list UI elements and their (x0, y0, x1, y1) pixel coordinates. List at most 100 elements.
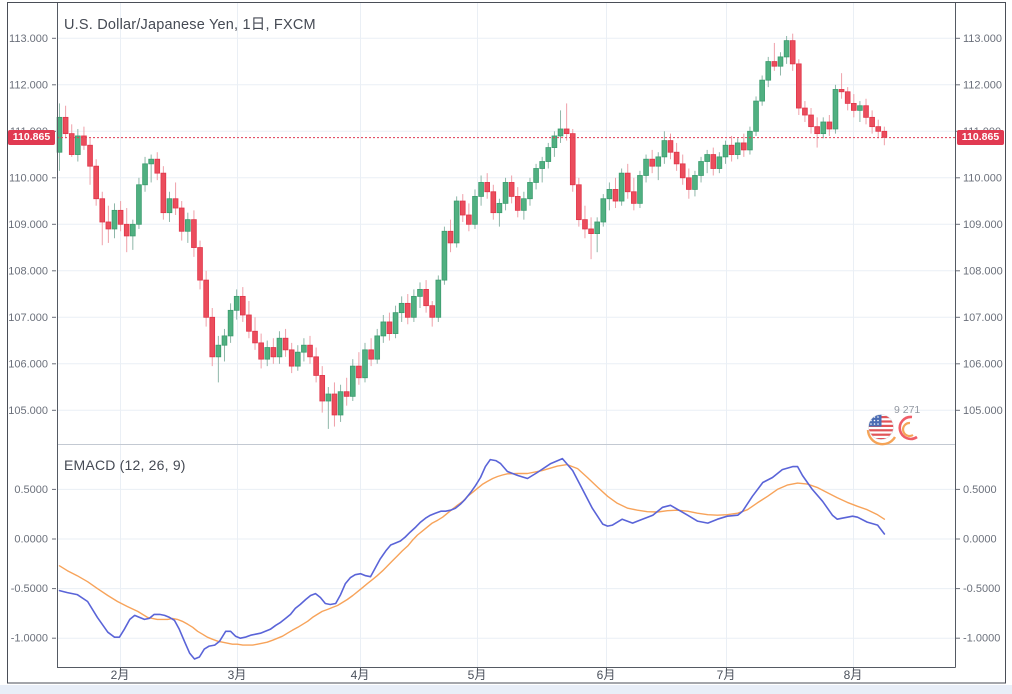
svg-text:107.000: 107.000 (8, 312, 48, 324)
candle-down (826, 121, 833, 130)
candle-up (716, 156, 723, 169)
candle-down (490, 191, 497, 214)
svg-text:3月: 3月 (228, 668, 247, 682)
candle-up (185, 219, 191, 232)
candle-down (679, 163, 686, 179)
candle-up (294, 351, 301, 367)
candle-up (392, 312, 399, 334)
candle-up (221, 335, 228, 346)
candle-down (81, 135, 87, 146)
candle-up (594, 221, 600, 235)
symbol-legend[interactable]: U.S. Dollar/Japanese Yen, 1日, FXCM (64, 17, 316, 33)
price-axis-right[interactable]: 113.000112.000111.000110.000109.000108.0… (956, 33, 1003, 645)
candle-up (417, 288, 423, 297)
signal-line (58, 463, 886, 646)
svg-text:108.000: 108.000 (963, 265, 1003, 277)
candle-down (331, 393, 338, 416)
candle-down (588, 228, 594, 234)
candle-down (447, 230, 454, 244)
candle-down (87, 144, 93, 167)
candle-down (423, 288, 429, 307)
axis-borders (57, 3, 956, 668)
candle-down (246, 314, 252, 332)
candle-down (62, 116, 69, 135)
svg-text:110.000: 110.000 (963, 172, 1002, 184)
candle-up (753, 100, 759, 132)
svg-text:112.000: 112.000 (9, 79, 48, 91)
usdjpy-flags-icon (866, 414, 918, 446)
candlestick-series[interactable] (56, 33, 888, 429)
candle-up (502, 182, 509, 204)
candle-down (123, 223, 130, 237)
candle-up (655, 156, 662, 167)
candle-up (618, 172, 625, 202)
candle-up (215, 344, 222, 358)
time-axis[interactable]: 2月 3月 4月 5月 6月 7月 8月 (111, 667, 863, 683)
svg-text:110.000: 110.000 (9, 172, 48, 184)
candle-down (771, 61, 778, 67)
candle-down (68, 133, 75, 155)
candle-down (459, 200, 466, 216)
candle-down (710, 154, 717, 169)
candle-down (197, 247, 203, 281)
candle-down (282, 337, 289, 351)
candle-down (844, 91, 851, 104)
candle-down (368, 349, 374, 360)
candle-up (398, 302, 405, 314)
svg-text:113.000: 113.000 (9, 33, 48, 45)
candle-down (288, 349, 295, 367)
candle-down (356, 365, 362, 379)
candle-up (698, 161, 704, 176)
candle-up (832, 89, 839, 130)
candle-down (789, 40, 796, 65)
candle-down (624, 172, 631, 193)
svg-text:4月: 4月 (351, 668, 370, 682)
candle-up (435, 279, 442, 318)
svg-text:113.000: 113.000 (963, 33, 1002, 45)
svg-text:7月: 7月 (717, 668, 736, 682)
candle-up (857, 105, 863, 111)
candle-down (160, 172, 167, 214)
svg-text:109.000: 109.000 (8, 219, 48, 231)
svg-text:-1.0000: -1.0000 (11, 633, 48, 645)
candle-up (521, 198, 527, 211)
widget-frame (7, 2, 1006, 684)
candle-down (631, 191, 637, 204)
candle-down (649, 158, 655, 167)
svg-text:6月: 6月 (597, 668, 616, 682)
candle-up (606, 189, 613, 200)
candle-down (514, 195, 521, 211)
svg-text:0.0000: 0.0000 (963, 534, 997, 546)
candle-down (612, 189, 619, 202)
svg-text:107.000: 107.000 (963, 312, 1003, 324)
svg-text:-0.5000: -0.5000 (963, 583, 1000, 595)
candle-down (203, 279, 209, 318)
candle-up (142, 163, 148, 186)
candle-down (172, 198, 179, 209)
candle-down (875, 126, 882, 132)
price-axis-left[interactable]: 113.000112.000111.000110.000109.000108.0… (8, 33, 56, 645)
indicator-legend[interactable]: EMACD (12, 26, 9) (64, 457, 186, 473)
emacd-series[interactable] (58, 457, 886, 660)
candle-up (441, 230, 448, 281)
candle-up (747, 130, 753, 151)
candle-up (264, 347, 271, 360)
svg-text:109.000: 109.000 (963, 219, 1003, 231)
page-bottom-strip (0, 685, 1012, 694)
candle-up (472, 195, 478, 225)
candle-up (765, 61, 772, 81)
candle-up (478, 182, 484, 197)
candle-down (99, 198, 106, 223)
svg-text:8月: 8月 (844, 668, 863, 682)
svg-text:0.0000: 0.0000 (14, 534, 48, 546)
candle-up (276, 337, 283, 358)
symbol-watermark: 9 271 (866, 404, 920, 446)
svg-text:108.000: 108.000 (8, 265, 48, 277)
candle-down (252, 330, 258, 344)
last-price-badge-left: 110.865 (8, 130, 55, 145)
candle-down (466, 214, 472, 225)
candle-up (600, 198, 607, 223)
candle-down (117, 209, 124, 225)
